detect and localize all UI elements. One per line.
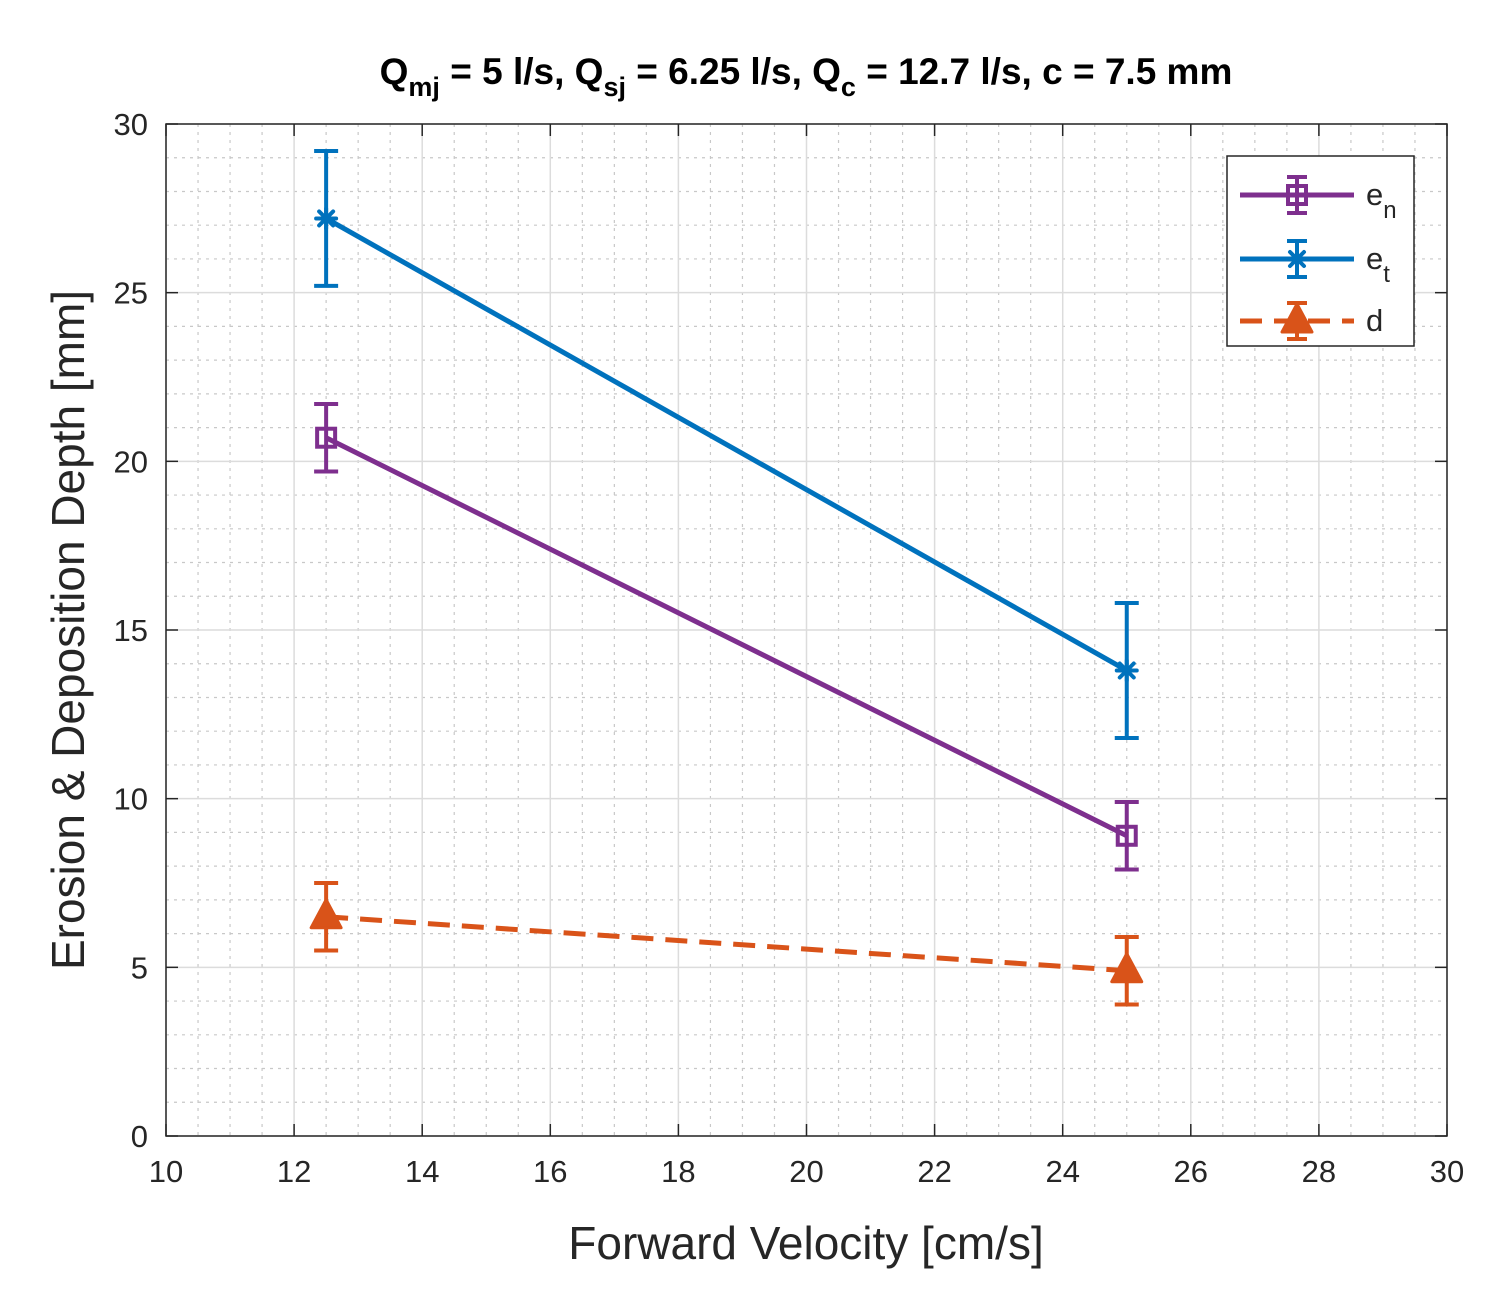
axis-ticks <box>165 123 1448 1137</box>
series-et <box>314 148 1139 740</box>
x-tick-label: 10 <box>149 1154 183 1189</box>
legend-label: d <box>1366 303 1383 338</box>
square-marker <box>1286 184 1308 206</box>
tick-labels: 10 12 14 16 18 20 22 24 26 28 30 0 5 10 15 20 25 30 <box>114 107 1465 1189</box>
x-tick-label: 22 <box>917 1154 951 1189</box>
chart-title: Qmj​ = 5 l/s, Qsj​ = 6.25 l/s, Qc​ = 12.… <box>380 51 1233 102</box>
y-tick-label: 30 <box>114 107 148 142</box>
legend-item-et: et <box>1240 239 1390 288</box>
y-tick-label: 20 <box>114 444 148 479</box>
triangle-marker <box>309 898 343 930</box>
legend-item-en: en <box>1240 175 1397 224</box>
legend-box <box>1226 155 1415 347</box>
y-tick-label: 25 <box>114 276 148 311</box>
y-tick-label: 10 <box>114 782 148 817</box>
asterisk-marker <box>1285 247 1309 271</box>
title-part: = 6.25 l/s, Q <box>626 51 841 92</box>
y-axis-label: Erosion & Deposition Depth [mm] <box>42 290 94 970</box>
legend-label-main: e <box>1366 177 1383 212</box>
square-marker <box>315 426 338 449</box>
asterisk-stroke <box>1117 661 1136 680</box>
asterisk-marker <box>1114 658 1139 683</box>
triangle-marker <box>1280 302 1314 334</box>
legend-label-main: d <box>1366 303 1383 338</box>
x-tick-label: 16 <box>533 1154 567 1189</box>
series-layer <box>309 148 1144 1007</box>
series-en <box>314 401 1139 872</box>
x-tick-label: 30 <box>1430 1154 1464 1189</box>
legend-label-subscript: n <box>1383 197 1396 224</box>
x-tick-label: 28 <box>1302 1154 1336 1189</box>
asterisk-stroke <box>317 209 336 228</box>
series-line <box>325 435 1128 839</box>
legend-label: et <box>1366 241 1390 288</box>
series-d <box>309 881 1144 1007</box>
title-part: = 5 l/s, Q <box>440 51 604 92</box>
title-part: Q <box>380 51 409 92</box>
y-tick-label: 0 <box>131 1119 148 1154</box>
series-line <box>324 216 1128 673</box>
x-tick-label: 20 <box>789 1154 823 1189</box>
triangle-marker <box>1110 952 1144 984</box>
legend-label: en <box>1366 177 1397 224</box>
x-tick-label: 18 <box>661 1154 695 1189</box>
title-subscript: sj <box>603 72 626 102</box>
legend-label-subscript: t <box>1383 261 1390 288</box>
legend-item-d: d <box>1240 301 1383 341</box>
y-tick-label: 15 <box>114 613 148 648</box>
title-subscript: c <box>841 72 856 102</box>
x-tick-label: 24 <box>1045 1154 1079 1189</box>
asterisk-marker <box>314 206 339 231</box>
x-tick-label: 12 <box>277 1154 311 1189</box>
x-axis-label: Forward Velocity [cm/s] <box>568 1217 1043 1269</box>
asterisk-stroke <box>1288 250 1306 268</box>
x-tick-label: 14 <box>405 1154 439 1189</box>
y-tick-label: 5 <box>131 950 148 985</box>
title-part: = 12.7 l/s, c = 7.5 mm <box>856 51 1232 92</box>
square-marker <box>1115 824 1138 847</box>
legend-label-main: e <box>1366 241 1383 276</box>
x-tick-label: 26 <box>1174 1154 1208 1189</box>
title-subscript: mj <box>408 72 440 102</box>
